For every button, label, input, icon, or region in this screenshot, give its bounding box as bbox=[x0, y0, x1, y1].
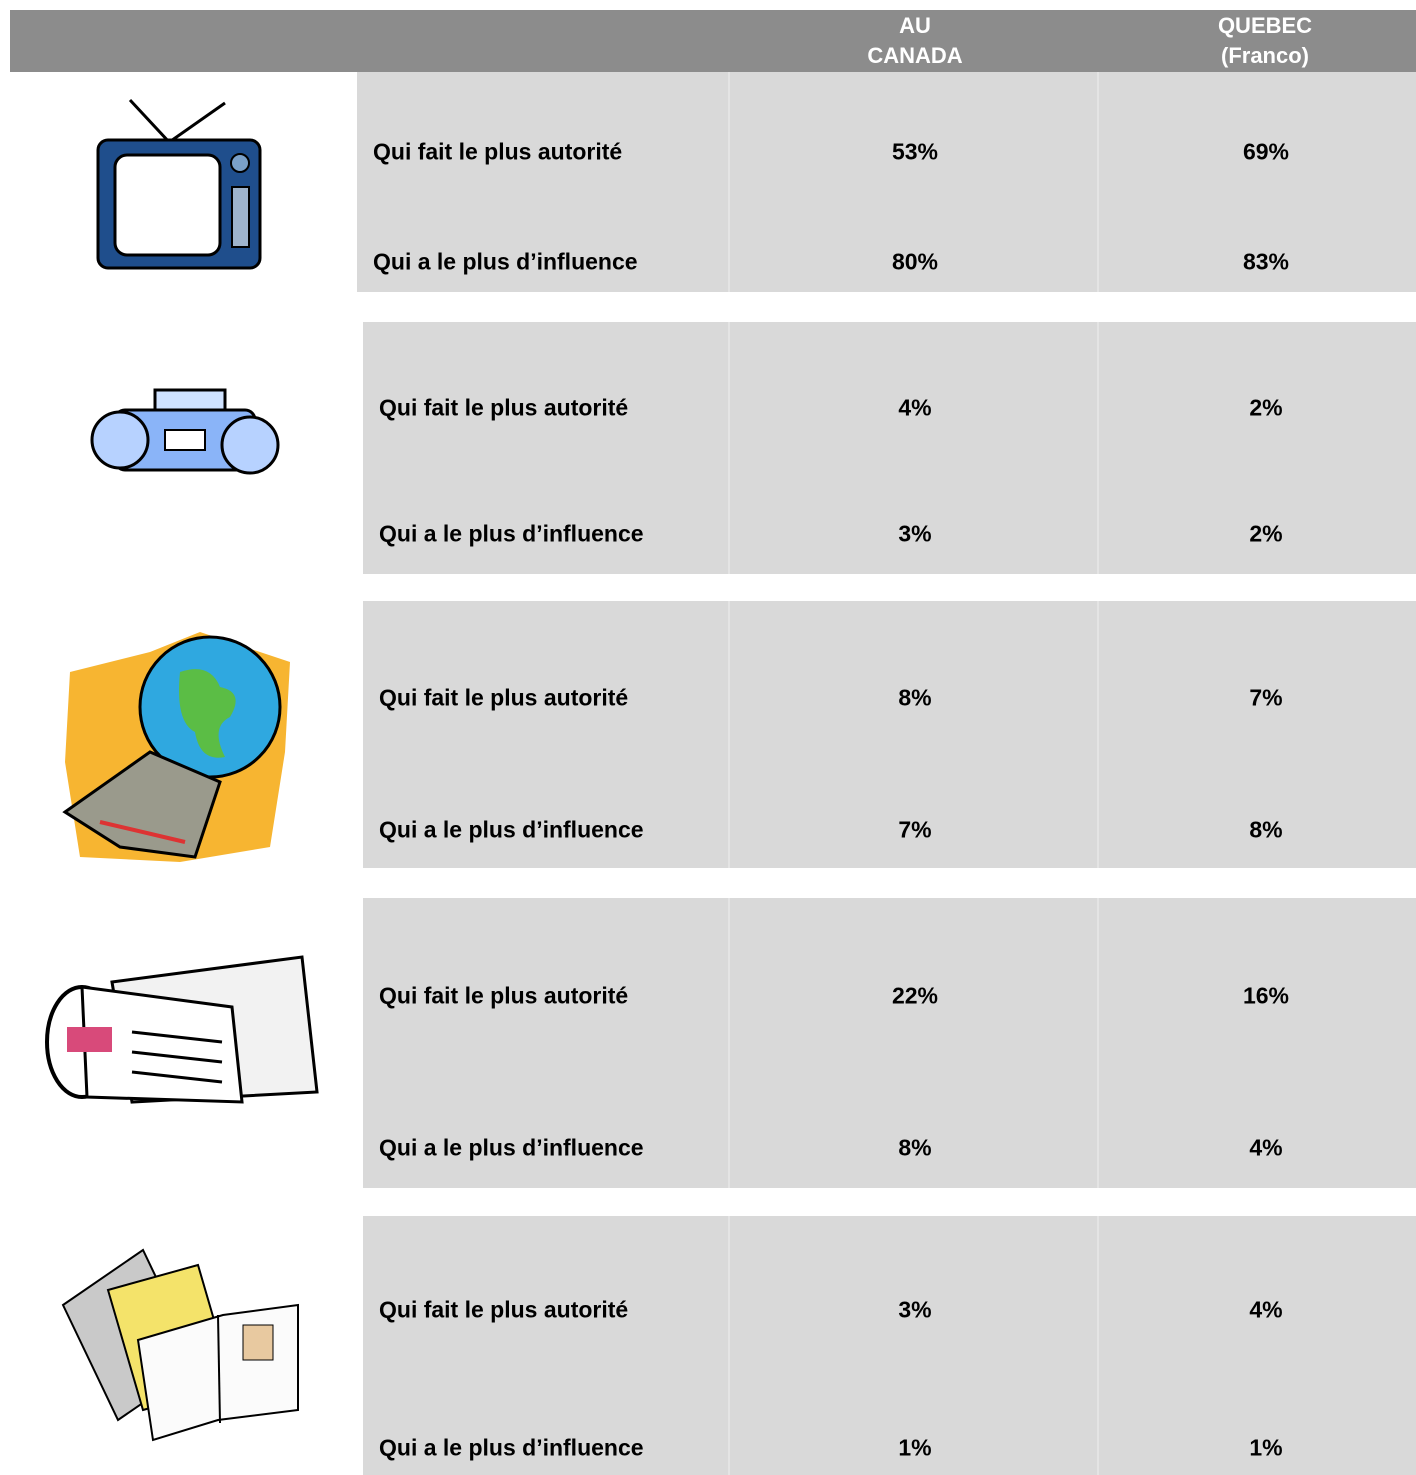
value-cell: 8% bbox=[1249, 816, 1283, 843]
group-panel: Qui fait le plus autorité 8% 7% Qui a le pl… bbox=[363, 601, 1416, 868]
group-panel: Qui fait le plus autorité 3% 4% Qui a le pl… bbox=[363, 1216, 1416, 1475]
tv-icon bbox=[96, 98, 262, 270]
newspaper-icon bbox=[45, 955, 319, 1104]
row-label: Qui fait le plus autorité bbox=[379, 1296, 629, 1323]
row-label: Qui a le plus d’influence bbox=[373, 248, 638, 275]
value-cell: 7% bbox=[898, 816, 932, 843]
row-label: Qui fait le plus autorité bbox=[379, 684, 629, 711]
row-label: Qui a le plus d’influence bbox=[379, 520, 644, 547]
radio-icon bbox=[90, 388, 280, 475]
value-cell: 4% bbox=[1249, 1296, 1283, 1323]
value-cell: 83% bbox=[1242, 248, 1290, 275]
header-bar: AU CANADA QUEBEC (Franco) bbox=[10, 10, 1416, 72]
value-cell: 80% bbox=[891, 248, 939, 275]
column-separator bbox=[1097, 72, 1099, 292]
value-cell: 4% bbox=[898, 394, 932, 421]
row-label: Qui fait le plus autorité bbox=[379, 982, 629, 1009]
column-header: AU CANADA bbox=[867, 13, 963, 68]
value-cell: 1% bbox=[898, 1434, 932, 1461]
group-panel: Qui fait le plus autorité 53% 69% Qui a le … bbox=[357, 72, 1416, 292]
row-label: Qui fait le plus autorité bbox=[373, 138, 623, 165]
value-cell: 22% bbox=[891, 982, 939, 1009]
magazine-icon bbox=[61, 1248, 299, 1442]
value-cell: 1% bbox=[1249, 1434, 1283, 1461]
column-separator bbox=[1097, 322, 1099, 574]
internet-icon bbox=[62, 632, 290, 862]
value-cell: 2% bbox=[1249, 520, 1283, 547]
row-label: Qui a le plus d’influence bbox=[379, 1434, 644, 1461]
column-separator bbox=[728, 601, 730, 868]
value-cell: 3% bbox=[898, 520, 932, 547]
column-separator bbox=[1097, 898, 1099, 1188]
value-cell: 16% bbox=[1242, 982, 1290, 1009]
column-separator bbox=[728, 1216, 730, 1475]
value-cell: 8% bbox=[898, 1134, 932, 1161]
value-cell: 7% bbox=[1249, 684, 1283, 711]
column-separator bbox=[728, 898, 730, 1188]
value-cell: 53% bbox=[891, 138, 939, 165]
column-separator bbox=[728, 72, 730, 292]
column-separator bbox=[1097, 1216, 1099, 1475]
column-separator bbox=[728, 322, 730, 574]
group-panel: Qui fait le plus autorité 4% 2% Qui a le pl… bbox=[363, 322, 1416, 574]
value-cell: 4% bbox=[1249, 1134, 1283, 1161]
value-cell: 2% bbox=[1249, 394, 1283, 421]
row-label: Qui fait le plus autorité bbox=[379, 394, 629, 421]
column-header: QUEBEC (Franco) bbox=[1217, 13, 1313, 68]
group-panel: Qui fait le plus autorité 22% 16% Qui a le … bbox=[363, 898, 1416, 1188]
row-label: Qui a le plus d’influence bbox=[379, 1134, 644, 1161]
value-cell: 8% bbox=[898, 684, 932, 711]
value-cell: 69% bbox=[1242, 138, 1290, 165]
value-cell: 3% bbox=[898, 1296, 932, 1323]
column-separator bbox=[1097, 601, 1099, 868]
row-label: Qui a le plus d’influence bbox=[379, 816, 644, 843]
